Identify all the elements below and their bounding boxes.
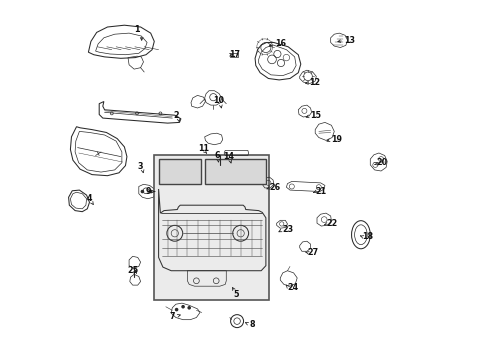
Text: 11: 11: [198, 144, 209, 153]
Text: 13: 13: [344, 36, 355, 45]
Text: 26: 26: [269, 184, 280, 192]
Text: 10: 10: [214, 96, 224, 105]
Text: 1: 1: [134, 25, 140, 34]
Text: 23: 23: [282, 225, 293, 234]
Circle shape: [175, 308, 178, 311]
Text: 20: 20: [376, 158, 388, 167]
Bar: [154, 155, 270, 300]
Circle shape: [141, 190, 144, 193]
Text: 19: 19: [331, 135, 343, 144]
Circle shape: [179, 179, 183, 183]
Circle shape: [159, 167, 164, 171]
Text: 17: 17: [229, 50, 240, 59]
Text: 22: 22: [326, 219, 338, 228]
Text: 16: 16: [275, 40, 286, 49]
Text: 5: 5: [233, 289, 239, 299]
Text: 8: 8: [249, 320, 255, 329]
Text: 12: 12: [310, 78, 321, 87]
Circle shape: [184, 176, 187, 179]
Circle shape: [181, 305, 185, 309]
Text: 9: 9: [146, 187, 151, 196]
Text: 6: 6: [214, 151, 220, 160]
Circle shape: [187, 306, 191, 310]
Text: 4: 4: [87, 194, 92, 203]
Bar: [159, 159, 201, 184]
Text: 14: 14: [223, 152, 234, 161]
Circle shape: [229, 179, 232, 183]
Circle shape: [149, 190, 152, 193]
Text: 21: 21: [316, 187, 327, 196]
Text: 2: 2: [174, 111, 179, 120]
Text: 24: 24: [287, 283, 298, 292]
Text: 27: 27: [307, 248, 318, 257]
Text: 3: 3: [138, 162, 144, 171]
Circle shape: [232, 175, 236, 178]
Text: 15: 15: [310, 111, 320, 120]
Text: 7: 7: [170, 312, 175, 321]
Text: 18: 18: [363, 233, 374, 241]
Bar: [205, 159, 266, 184]
Text: 25: 25: [128, 266, 139, 275]
